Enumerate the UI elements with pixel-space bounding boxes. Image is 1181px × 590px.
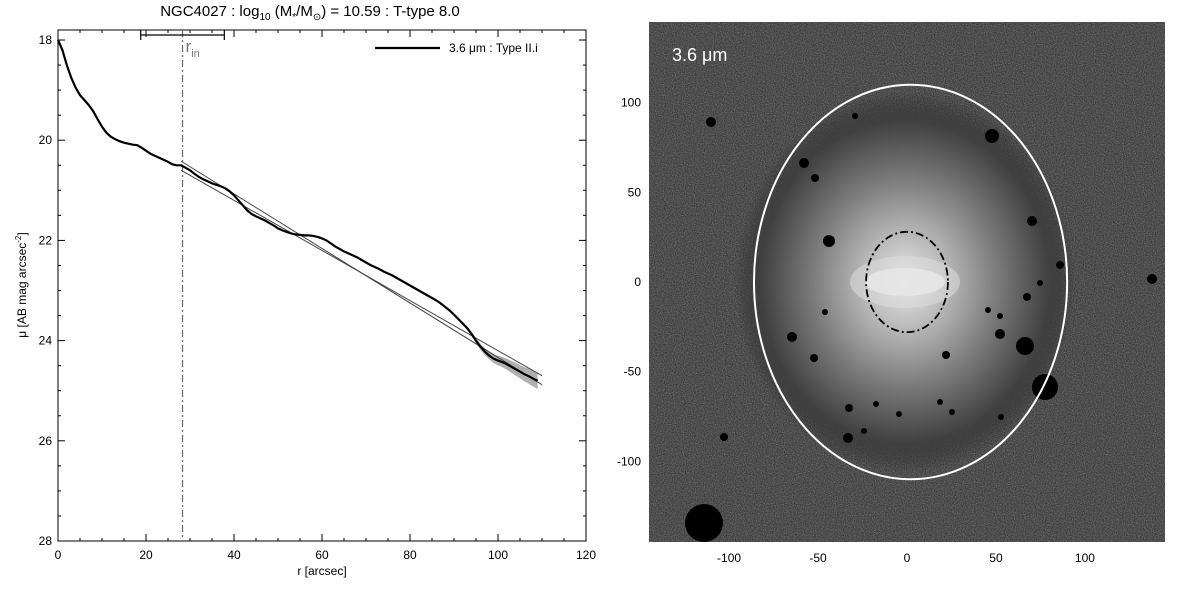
image-y-tick-label: 50 bbox=[628, 185, 642, 199]
y-axis-label: μ [AB mag arcsec-2] bbox=[14, 232, 29, 337]
masked-source bbox=[1016, 337, 1034, 355]
x-tick-label: 40 bbox=[227, 548, 241, 562]
x-axis-ticks: 0 20 40 60 80 100 120 bbox=[55, 30, 596, 562]
x-tick-label: 60 bbox=[315, 548, 329, 562]
image-x-tick-label: -50 bbox=[809, 551, 827, 565]
masked-source bbox=[1147, 274, 1157, 284]
image-x-tick-label: 0 bbox=[904, 551, 911, 565]
plot-frame bbox=[57, 29, 587, 542]
fit-line-upper bbox=[180, 160, 543, 386]
masked-source bbox=[1056, 261, 1064, 269]
masked-sources bbox=[685, 113, 1157, 542]
masked-source bbox=[1027, 216, 1037, 226]
image-y-tick-label: -50 bbox=[624, 365, 642, 379]
masked-source bbox=[937, 399, 943, 405]
y-axis-ticks: 18 20 22 24 26 28 bbox=[39, 33, 586, 548]
x-axis-label: r [arcsec] bbox=[297, 564, 346, 578]
x-tick-label: 20 bbox=[139, 548, 153, 562]
image-y-tick-label: 100 bbox=[621, 96, 641, 110]
masked-source bbox=[706, 117, 716, 127]
image-x-tick-label: -100 bbox=[717, 551, 741, 565]
masked-source bbox=[896, 411, 902, 417]
masked-source bbox=[985, 129, 999, 143]
masked-source bbox=[720, 433, 728, 441]
masked-source bbox=[685, 504, 723, 542]
masked-source bbox=[1032, 374, 1058, 400]
masked-source bbox=[799, 158, 809, 168]
masked-source bbox=[843, 433, 853, 443]
profile-plot: 0 20 40 60 80 100 120 18 20 22 24 26 28 rin 3.6 μm … bbox=[14, 29, 596, 578]
y-tick-label: 18 bbox=[39, 33, 53, 47]
masked-source bbox=[822, 309, 828, 315]
masked-source bbox=[997, 313, 1003, 319]
masked-source bbox=[985, 307, 991, 313]
y-tick-label: 28 bbox=[39, 534, 53, 548]
legend-label: 3.6 μm : Type II.i bbox=[449, 41, 538, 55]
masked-source bbox=[1023, 293, 1031, 301]
masked-source bbox=[810, 354, 818, 362]
chart-title: NGC4027 : log10 (M*/M⊙) = 10.59 : T-type… bbox=[160, 3, 460, 23]
x-tick-label: 100 bbox=[488, 548, 508, 562]
masked-source bbox=[995, 329, 1005, 339]
masked-source bbox=[852, 113, 858, 119]
image-x-tick-label: 100 bbox=[1075, 551, 1095, 565]
band-label: 3.6 μm bbox=[672, 45, 727, 65]
image-y-tick-label: -100 bbox=[617, 454, 641, 468]
inner-isophote-ellipse bbox=[865, 230, 949, 334]
masked-source bbox=[811, 174, 819, 182]
masked-source bbox=[998, 414, 1004, 420]
masked-source bbox=[1037, 280, 1043, 286]
galaxy-bar bbox=[850, 256, 960, 308]
masked-source bbox=[942, 351, 950, 359]
y-tick-label: 26 bbox=[39, 434, 53, 448]
x-tick-label: 0 bbox=[55, 548, 62, 562]
r-in-label: rin bbox=[186, 37, 200, 60]
y-tick-label: 22 bbox=[39, 233, 53, 247]
masked-source bbox=[861, 428, 867, 434]
masked-source bbox=[949, 409, 955, 415]
x-tick-label: 120 bbox=[576, 548, 596, 562]
y-tick-label: 20 bbox=[39, 133, 53, 147]
uncertainty-band bbox=[462, 322, 538, 389]
image-x-axis-ticks: -100 -50 0 50 100 bbox=[717, 551, 1095, 565]
outer-isophote-ellipse bbox=[752, 83, 1069, 481]
image-y-axis-ticks: -100 -50 0 50 100 bbox=[617, 96, 641, 469]
legend: 3.6 μm : Type II.i bbox=[375, 41, 538, 55]
y-tick-label: 24 bbox=[39, 334, 53, 348]
x-tick-label: 80 bbox=[403, 548, 417, 562]
masked-source bbox=[845, 404, 853, 412]
r-in-bracket bbox=[140, 30, 225, 40]
masked-source bbox=[823, 235, 835, 247]
image-y-tick-label: 0 bbox=[634, 275, 641, 289]
masked-source bbox=[787, 332, 797, 342]
galaxy-image-panel: 3.6 μm -100 -50 0 50 100 -100 -50 0 50 100 bbox=[617, 22, 1165, 565]
masked-source bbox=[873, 401, 879, 407]
profile-series-line bbox=[56, 39, 539, 382]
image-x-tick-label: 50 bbox=[989, 551, 1003, 565]
